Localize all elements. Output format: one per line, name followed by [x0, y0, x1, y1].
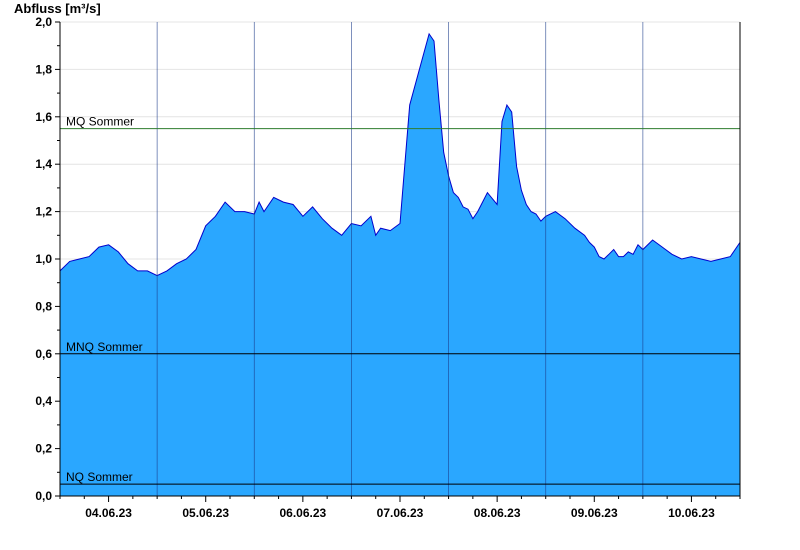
x-tick-label: 09.06.23: [571, 506, 618, 520]
x-tick-label: 05.06.23: [182, 506, 229, 520]
y-tick-label: 1,2: [35, 205, 52, 219]
y-axis-title: Abfluss [m³/s]: [14, 1, 101, 16]
y-tick-label: 1,8: [35, 62, 52, 76]
y-tick-label: 0,0: [35, 489, 52, 503]
x-tick-label: 04.06.23: [85, 506, 132, 520]
x-tick-label: 07.06.23: [377, 506, 424, 520]
y-tick-label: 2,0: [35, 15, 52, 29]
y-tick-label: 1,4: [35, 157, 52, 171]
x-tick-label: 10.06.23: [668, 506, 715, 520]
y-tick-label: 0,2: [35, 442, 52, 456]
plot-area: MQ Sommer MNQ Sommer NQ Sommer 0,0 0,2 0,4 0,6…: [35, 15, 741, 520]
discharge-area: [60, 33, 740, 497]
x-tick-label: 08.06.23: [474, 506, 521, 520]
x-tick-label: 06.06.23: [279, 506, 326, 520]
reference-line-label: NQ Sommer: [66, 470, 133, 484]
y-tick-label: 0,6: [35, 347, 52, 361]
y-tick-label: 1,0: [35, 252, 52, 266]
y-tick-label: 0,8: [35, 299, 52, 313]
reference-line-label: MQ Sommer: [66, 115, 134, 129]
y-tick-label: 1,6: [35, 110, 52, 124]
reference-line-label: MNQ Sommer: [66, 340, 143, 354]
y-tick-label: 0,4: [35, 394, 52, 408]
